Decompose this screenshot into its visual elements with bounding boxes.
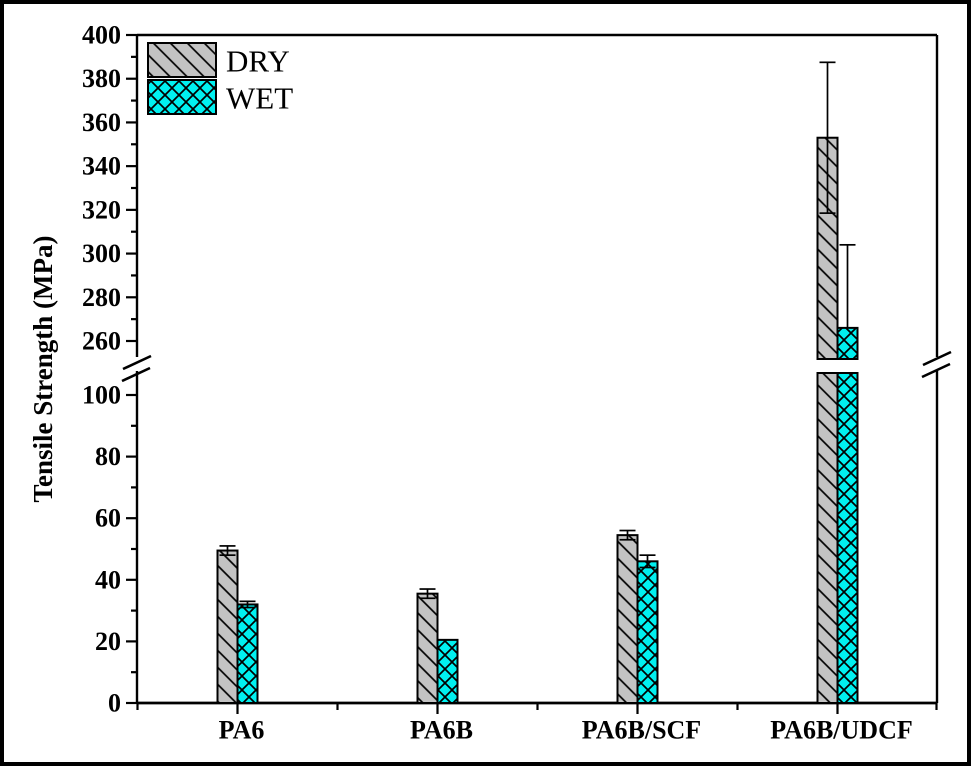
bar-wet-pa6b — [436, 638, 459, 704]
y-tick-labels: 0 20 40 60 80 100 260 280 300 320 340 360 380 400 — [82, 21, 121, 718]
y-tick-label: 280 — [82, 283, 121, 312]
axis-break-marks — [121, 350, 952, 383]
bars — [216, 136, 859, 705]
bar-dry-pa6b — [416, 592, 439, 704]
x-category-label: PA6B/UDCF — [770, 715, 913, 744]
y-tick-label: 100 — [82, 381, 121, 410]
y-tick-label: 20 — [95, 627, 121, 656]
x-category-label: PA6 — [219, 715, 265, 744]
y-tick-label: 340 — [82, 152, 121, 181]
legend-label-wet: WET — [226, 81, 293, 116]
bar-dry-pa6 — [216, 549, 239, 704]
bar-wet-pa6bscf — [636, 560, 659, 704]
y-tick-label: 320 — [82, 195, 121, 224]
y-tick-label: 40 — [95, 565, 121, 594]
bar-dry-pa6budcf-lower-segment — [816, 372, 839, 704]
bar-wet-pa6 — [236, 603, 259, 704]
y-tick-label: 0 — [108, 689, 121, 718]
bar-dry-pa6bscf — [616, 534, 639, 705]
break-slash — [922, 350, 952, 367]
x-category-label: PA6B/SCF — [582, 715, 701, 744]
legend-swatch-wet — [147, 79, 217, 115]
y-tick-label: 260 — [82, 327, 121, 356]
y-ticks — [126, 33, 137, 705]
error-bars — [219, 61, 856, 609]
bar-wet-pa6budcf-lower-segment — [836, 372, 859, 704]
y-tick-label: 400 — [82, 21, 121, 50]
x-category-label: PA6B — [410, 715, 473, 744]
legend-swatch-dry — [147, 42, 217, 78]
break-slash — [122, 354, 152, 371]
y-axis-title: Tensile Strength (MPa) — [28, 236, 58, 503]
x-ticks — [136, 703, 938, 714]
break-slash — [121, 366, 151, 383]
y-tick-label: 360 — [82, 108, 121, 137]
x-tick-labels: PA6 PA6B PA6B/SCF PA6B/UDCF — [219, 715, 913, 744]
y-tick-label: 380 — [82, 64, 121, 93]
y-tick-label: 300 — [82, 239, 121, 268]
legend-label-dry: DRY — [226, 44, 290, 79]
y-tick-label: 60 — [95, 504, 121, 533]
break-slash — [921, 362, 951, 379]
y-tick-label: 80 — [95, 442, 121, 471]
bar-wet-pa6budcf-upper-segment — [836, 326, 859, 360]
